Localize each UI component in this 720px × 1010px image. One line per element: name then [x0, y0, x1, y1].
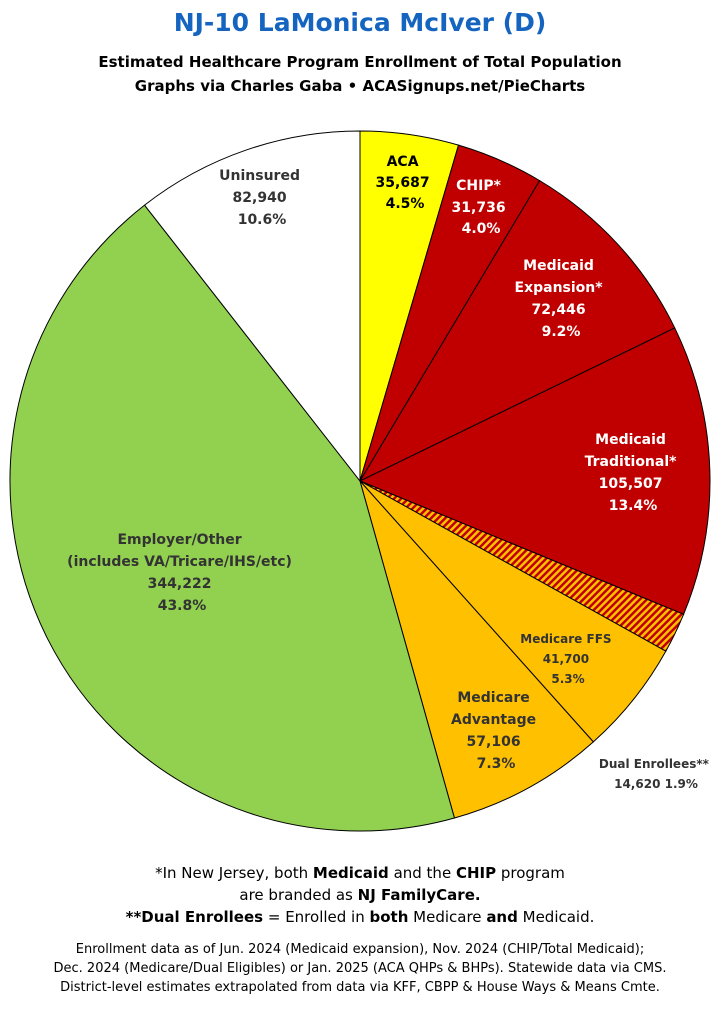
footnote-line-3: **Dual Enrollees = Enrolled in both Medi… [125, 908, 595, 926]
chart-subtitle: Estimated Healthcare Program Enrollment … [0, 50, 720, 98]
slice-medicare-advantage [359, 480, 595, 819]
slice-medicaid-traditional [358, 327, 711, 615]
slice-uninsured [143, 130, 361, 483]
chart-title: NJ-10 LaMonica McIver (D) [173, 8, 547, 37]
source-line-3: District-level estimates extrapolated fr… [60, 980, 660, 995]
source-line-1: Enrollment data as of Jun. 2024 (Medicai… [75, 942, 645, 957]
label-medicaid-traditional: Medicaid Traditional* 105,507 13.4% [585, 432, 682, 514]
label-dual-enrollees: Dual Enrollees** 14,620 1.9% [599, 757, 713, 791]
subtitle-line-2: Graphs via Charles Gaba • ACASignups.net… [134, 77, 586, 95]
source-line-2: Dec. 2024 (Medicare/Dual Eligibles) or J… [53, 961, 667, 976]
footnote-line-2: are branded as NJ FamilyCare. [239, 886, 481, 904]
subtitle-line-1: Estimated Healthcare Program Enrollment … [98, 53, 622, 71]
slice-medicaid-expansion [358, 179, 676, 483]
footnote-line-1: *In New Jersey, both Medicaid and the CH… [155, 864, 565, 882]
label-medicare-ffs: Medicare FFS 41,700 5.3% [520, 632, 615, 686]
label-medicare-advantage: Medicare Advantage 57,106 7.3% [451, 690, 541, 772]
pie-labels: ACA 35,687 4.5% CHIP* 31,736 4.0% Medica… [67, 154, 713, 791]
label-aca: ACA 35,687 4.5% [376, 154, 435, 212]
slice-employer-other [9, 204, 456, 832]
data-sources: Enrollment data as of Jun. 2024 (Medicai… [0, 940, 720, 997]
label-employer-other: Employer/Other (includes VA/Tricare/IHS/… [67, 532, 297, 614]
footnotes: *In New Jersey, both Medicaid and the CH… [0, 862, 720, 928]
label-chip: CHIP* 31,736 4.0% [452, 178, 511, 237]
pie-slices [9, 130, 711, 832]
label-medicaid-expansion: Medicaid Expansion* 72,446 9.2% [515, 258, 608, 340]
label-uninsured: Uninsured 82,940 10.6% [219, 168, 305, 228]
